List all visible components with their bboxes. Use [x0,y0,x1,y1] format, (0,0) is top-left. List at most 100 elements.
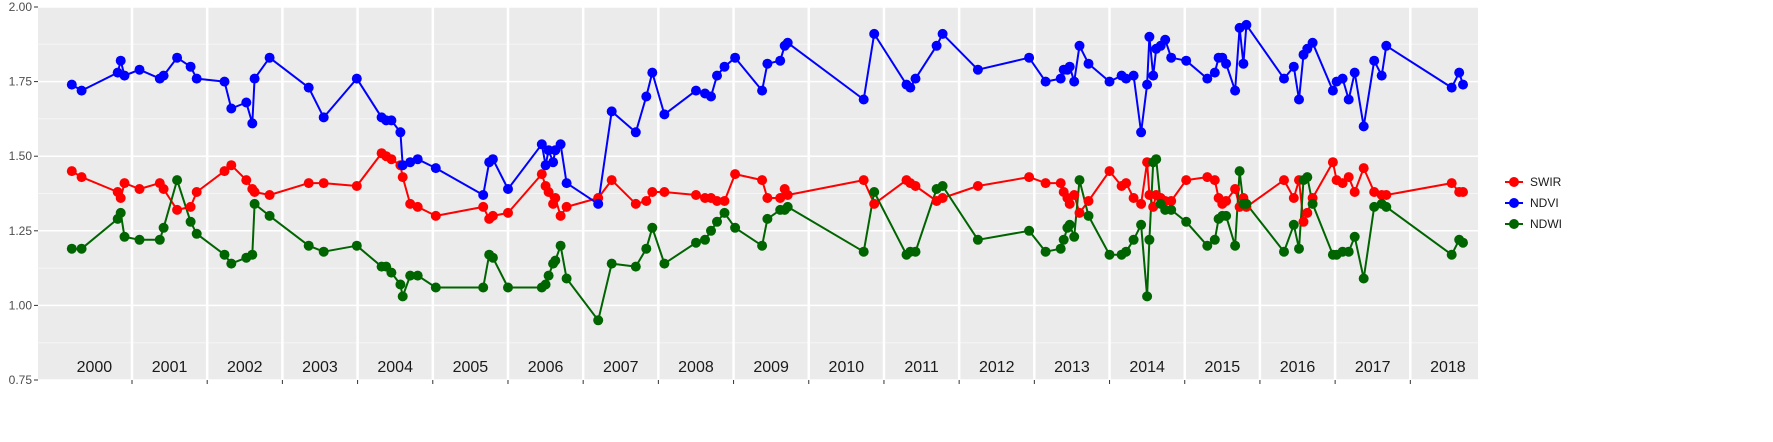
data-point-ndvi [931,40,942,51]
data-point-swir [555,210,566,221]
data-point-swir [1230,184,1241,194]
data-point-ndvi [775,55,786,66]
data-point-ndvi [172,52,183,63]
data-point-ndwi [395,279,406,290]
data-point-ndwi [478,282,489,293]
data-point-ndvi [351,73,362,84]
data-point-ndvi [1369,55,1380,66]
data-point-swir [1024,172,1035,183]
data-point-ndwi [1024,225,1035,236]
x-axis [131,380,1411,384]
data-point-ndvi [1288,61,1299,72]
data-point-swir [782,190,793,200]
legend-label: SWIR [1530,175,1562,189]
data-point-ndvi [397,160,408,171]
data-point-ndvi [1166,52,1177,63]
data-point-ndvi [66,79,77,90]
year-labels: 2000 2001 2002 2003 2004 2005 2006 2007 2008 2009… [77,359,1466,376]
data-point-ndvi [706,91,716,102]
data-point-swir [303,178,314,189]
data-point-ndwi [119,231,130,242]
data-point-ndvi [1209,67,1220,78]
data-point-ndwi [700,234,710,245]
data-point-ndwi [247,249,258,260]
data-point-ndwi [1209,234,1220,245]
data-point-swir [503,207,513,218]
data-point-ndwi [782,201,793,212]
data-point-ndwi [1181,216,1192,227]
y-axis: 0.75 1.00 1.25 1.50 1.75 2.00 [9,0,38,387]
year-label: 2017 [1355,359,1391,376]
data-point-ndwi [1288,219,1299,230]
data-point-ndwi [318,246,329,257]
data-point-ndwi [858,246,869,257]
data-point-ndvi [303,82,314,93]
data-point-ndwi [1446,249,1457,260]
data-point-ndwi [1151,154,1162,165]
data-point-ndwi [115,207,126,218]
data-point-ndwi [134,234,145,245]
y-tick-label: 1.75 [9,75,33,89]
data-point-ndwi [659,258,670,269]
data-point-ndwi [1294,243,1304,254]
data-point-swir [119,178,130,189]
data-point-ndwi [869,187,880,197]
data-point-swir [910,181,921,191]
data-point-swir [1181,175,1192,186]
data-point-swir [115,193,126,203]
data-point-ndvi [1136,127,1147,138]
data-point-swir [543,187,554,197]
data-point-ndwi [1358,273,1369,284]
data-point-ndwi [757,240,768,251]
data-point-swir [487,210,498,221]
data-point-ndvi [1040,76,1051,87]
data-point-ndwi [1343,246,1354,257]
data-point-ndwi [606,258,617,269]
data-point-ndvi [76,85,87,96]
data-point-swir [1121,178,1132,189]
legend-key-point [1509,198,1519,208]
data-point-ndvi [1144,31,1155,42]
data-point-ndvi [937,28,948,39]
data-point-swir [1209,175,1220,186]
data-point-ndwi [641,243,652,254]
data-point-ndvi [1055,73,1066,84]
data-point-ndvi [249,73,260,84]
legend: SWIR NDVI NDWI [1505,175,1562,231]
data-point-ndwi [76,243,87,254]
year-label: 2005 [453,359,489,376]
grid-lines [38,6,1478,381]
year-label: 2003 [302,359,338,376]
year-label: 2009 [753,359,789,376]
data-point-ndvi [1307,37,1318,48]
data-point-swir [1302,207,1313,218]
data-point-ndvi [318,112,329,123]
data-point-swir [937,193,948,203]
y-tick-label: 1.50 [9,149,33,163]
data-point-swir [1288,193,1299,203]
data-point-swir [1446,178,1457,189]
data-point-swir [1128,193,1139,203]
data-point-ndvi [395,127,406,138]
year-label: 2016 [1280,359,1316,376]
year-label: 2008 [678,359,714,376]
data-point-ndvi [548,157,559,168]
data-point-ndwi [172,175,183,186]
year-label: 2000 [77,359,113,376]
data-point-ndvi [858,94,869,105]
data-point-ndvi [1160,34,1171,45]
data-point-ndvi [641,91,652,102]
data-point-ndwi [630,261,641,272]
data-point-ndvi [1349,67,1360,78]
data-point-ndvi [659,109,670,120]
data-point-swir [1040,178,1051,189]
data-point-ndvi [430,163,441,174]
data-point-swir [561,201,572,212]
year-label: 2002 [227,359,263,376]
year-label: 2004 [377,359,413,376]
data-point-ndvi [1181,55,1192,66]
data-point-ndwi [487,252,498,263]
data-point-swir [172,204,183,215]
data-point-swir [1298,216,1309,227]
data-point-ndwi [405,270,416,281]
